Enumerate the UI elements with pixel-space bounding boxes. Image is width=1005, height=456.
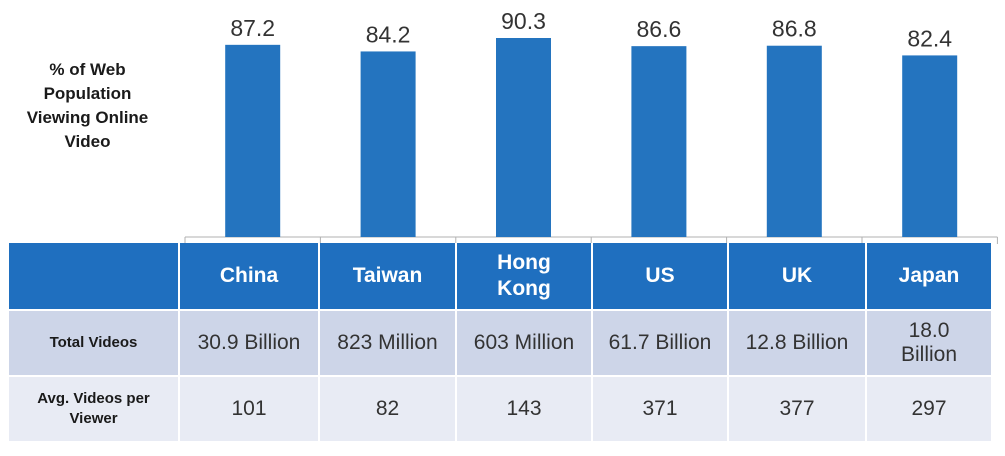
table-cell: 12.8 Billion bbox=[727, 309, 866, 376]
value-label: 82.4 bbox=[907, 25, 952, 51]
table-cell: 297 bbox=[865, 375, 991, 441]
column-header-uk: UK bbox=[727, 243, 866, 310]
bar-taiwan bbox=[360, 51, 416, 238]
value-labels: 87.2 84.2 90.3 86.6 86.8 82.4 bbox=[230, 8, 952, 51]
table-cell: 143 bbox=[455, 375, 592, 441]
bar-hong-kong bbox=[496, 38, 551, 237]
data-table: China Taiwan Hong Kong US UK Japan Total… bbox=[9, 243, 991, 441]
table-cell: 82 bbox=[318, 375, 456, 441]
table-cell: 823 Million bbox=[318, 309, 456, 376]
y-axis-label: % of Web Population Viewing Online Video bbox=[26, 60, 149, 151]
table-row-avg-videos: Avg. Videos per Viewer 101 82 143 371 37… bbox=[9, 375, 991, 441]
table-row-total-videos: Total Videos 30.9 Billion 823 Million 60… bbox=[9, 309, 991, 376]
bar-china bbox=[225, 44, 281, 238]
value-label: 86.8 bbox=[772, 16, 817, 42]
column-header-hong-kong: Hong Kong bbox=[455, 243, 592, 310]
table-cell: 18.0 Billion bbox=[865, 309, 991, 376]
bar-us bbox=[631, 46, 687, 237]
x-axis-ticks bbox=[184, 237, 998, 244]
column-header-us: US bbox=[591, 243, 728, 310]
table-cell: 61.7 Billion bbox=[591, 309, 728, 376]
table-cell: 371 bbox=[591, 375, 728, 441]
table-header-row: China Taiwan Hong Kong US UK Japan bbox=[9, 243, 991, 310]
table-cell: 603 Million bbox=[455, 309, 592, 376]
row-label-total-videos: Total Videos bbox=[9, 309, 179, 376]
bars bbox=[225, 38, 958, 238]
value-label: 87.2 bbox=[230, 15, 275, 41]
value-label: 86.6 bbox=[637, 16, 682, 42]
table-cell: 101 bbox=[178, 375, 319, 441]
column-header-japan: Japan bbox=[865, 243, 991, 310]
table-header-corner bbox=[9, 243, 179, 310]
table-cell: 30.9 Billion bbox=[178, 309, 319, 376]
column-header-china: China bbox=[178, 243, 319, 310]
column-header-taiwan: Taiwan bbox=[318, 243, 456, 310]
table-cell: 377 bbox=[727, 375, 866, 441]
row-label-avg-videos-per-viewer: Avg. Videos per Viewer bbox=[9, 375, 179, 441]
value-label: 90.3 bbox=[501, 8, 546, 34]
bar-japan bbox=[902, 55, 958, 237]
value-label: 84.2 bbox=[366, 21, 411, 47]
bar-uk bbox=[766, 45, 822, 237]
bar-chart: 87.2 84.2 90.3 86.6 86.8 82.4 bbox=[184, 8, 998, 244]
